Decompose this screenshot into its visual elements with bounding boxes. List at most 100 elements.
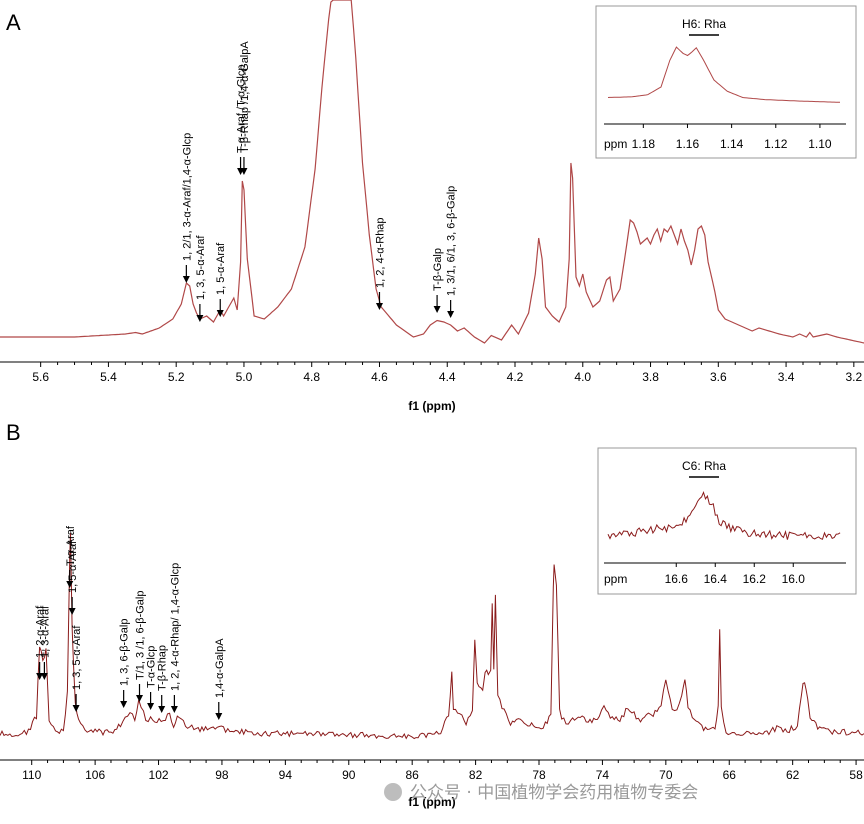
- x-tick-label: 86: [406, 768, 420, 782]
- x-tick-label: 98: [215, 768, 229, 782]
- x-tick-label: 102: [149, 768, 169, 782]
- x-tick-label: 90: [342, 768, 356, 782]
- arrow-head: [433, 306, 441, 313]
- wechat-icon: [384, 783, 402, 801]
- x-tick-label: 4.6: [371, 370, 388, 384]
- peak-annotation: T-α-Araf: [65, 525, 77, 588]
- annotation-label: 1, 2-α-Araf: [35, 605, 47, 658]
- inset-tick-label: 16.2: [743, 572, 767, 586]
- arrow-head: [170, 706, 178, 713]
- panel-label-a: A: [6, 10, 21, 35]
- x-ticks-a: 5.6 5.4 5.2 5.0 4.8 4.6 4.4 4.2 4.0 3.8 3.6 3.4 3.2: [32, 362, 862, 384]
- arrow-head: [120, 701, 128, 708]
- annotation-label: 1, 3, 6-β-Galp: [119, 619, 131, 686]
- annotation-label: T/1, 3 /1, 6-β-Galp: [135, 591, 147, 680]
- peak-annotation: 1, 2/1, 3-α-Araf/1,4-α-Glcp: [181, 133, 193, 283]
- arrow-head: [447, 311, 455, 318]
- inset-tick-label: 1.16: [676, 137, 700, 151]
- peak-annotation: 1, 5-α-Araf: [215, 242, 227, 317]
- panel-a: A 5.6 5.4 5.2 5.0 4.8 4.6 4.4 4.2 4.0 3.8 3.6 3.4 3.…: [0, 0, 864, 413]
- annotation-label: 1, 2, 4-α-Rhap: [374, 217, 386, 288]
- peak-annotation: 1, 2, 4-α-Rhap/ 1,4-α-Glcp: [169, 563, 181, 713]
- arrow-head: [182, 276, 190, 283]
- arrow-head: [240, 168, 248, 175]
- peak-annotation: T-α-Araf /T-α-Glcp: [236, 65, 248, 175]
- annotation-label: T-α-Araf /T-α-Glcp: [236, 65, 248, 153]
- x-tick-label: 106: [85, 768, 105, 782]
- inset-line: [607, 490, 841, 540]
- x-tick-label: 110: [22, 768, 41, 782]
- inset-tick-label: 16.6: [665, 572, 689, 586]
- peak-annotation: T-β-Rhap: [157, 645, 169, 713]
- annotation-label: 1, 2/1, 3-α-Araf/1,4-α-Glcp: [181, 133, 193, 261]
- annotation-label: 1,4-α-GalpA: [214, 638, 226, 698]
- x-tick-label: 3.6: [710, 370, 727, 384]
- peak-annotation: 1, 3, 6-β-Galp: [119, 619, 131, 708]
- x-tick-label: 5.4: [100, 370, 117, 384]
- h1-spectrum: [0, 0, 864, 344]
- inset-ticks-b: 16.6 16.4 16.2 16.0: [665, 563, 806, 586]
- panel-label-b: B: [6, 420, 21, 445]
- x-tick-label: 4.0: [574, 370, 591, 384]
- x-tick-label: 94: [279, 768, 293, 782]
- x-tick-label: 3.8: [642, 370, 659, 384]
- inset-tick-label: 1.10: [808, 137, 832, 151]
- peak-annotation: T-β-Rhap /1,4-α-GalpA: [239, 41, 251, 175]
- watermark: 公众号 · 中国植物学会药用植物专委会: [384, 783, 698, 803]
- peak-annotation: 1, 3, 5-α-Araf: [195, 235, 207, 322]
- inset-tick-label: 1.18: [632, 137, 656, 151]
- arrow-head: [216, 310, 224, 317]
- peak-annotation: 1, 3/1, 6/1, 3, 6-β-Galp: [446, 186, 458, 318]
- annotation-label: 1, 2, 4-α-Rhap/ 1,4-α-Glcp: [169, 563, 181, 691]
- inset-spectrum-a: [607, 46, 840, 103]
- x-tick-label: 82: [469, 768, 483, 782]
- peak-annotation: 1, 5-α-Araf: [67, 540, 79, 615]
- x-tick-label: 3.2: [845, 370, 862, 384]
- arrow-head: [40, 673, 48, 680]
- arrow-head: [36, 673, 44, 680]
- inset-tick-label: 1.14: [720, 137, 744, 151]
- inset-a: H6: Rha ppm 1.18 1.16 1.14 1.12 1.10: [595, 5, 857, 159]
- x-tick-label: 5.2: [168, 370, 185, 384]
- inset-title-b: C6: Rha: [682, 459, 726, 473]
- arrow-head: [196, 315, 204, 322]
- peak-annotation: 1, 2-α-Araf: [35, 605, 47, 680]
- arrow-head: [158, 706, 166, 713]
- x-tick-label: 4.8: [303, 370, 320, 384]
- peak-annotation: 1, 2, 4-α-Rhap: [374, 217, 386, 310]
- x-tick-label: 4.4: [439, 370, 456, 384]
- x-tick-label: 62: [786, 768, 800, 782]
- c13-spectrum: [0, 532, 864, 740]
- arrow-head: [215, 713, 223, 720]
- inset-unit-a: ppm: [604, 137, 627, 151]
- annotation-label: 1, 3, 5-α-Araf: [71, 625, 83, 690]
- annotation-label: T-β-Galp: [432, 248, 444, 291]
- arrow-head: [147, 703, 155, 710]
- annotation-label: 1, 3, 5-α-Araf: [195, 235, 207, 300]
- annotation-label: T-α-Glcp: [146, 646, 158, 688]
- inset-title-a: H6: Rha: [682, 17, 726, 31]
- inset-tick-label: 16.0: [782, 572, 806, 586]
- inset-line: [607, 46, 840, 103]
- inset-unit-b: ppm: [604, 572, 627, 586]
- x-tick-label: 58: [849, 768, 863, 782]
- spectrum-line: [0, 532, 864, 740]
- annotation-label: 1, 5-α-Araf: [215, 242, 227, 295]
- annotation-label: T-β-Rhap /1,4-α-GalpA: [239, 41, 251, 153]
- x-tick-label: 70: [659, 768, 673, 782]
- x-ticks-b: 110 106 102 98 94 90 86 82 78 74 70 66 62 58: [22, 760, 863, 782]
- peak-annotation: 1, 3-α-Araf: [39, 605, 51, 680]
- arrow-head: [136, 695, 144, 702]
- x-tick-label: 4.2: [507, 370, 524, 384]
- x-tick-label: 74: [596, 768, 610, 782]
- arrow-head: [72, 705, 80, 712]
- x-axis-label-a: f1 (ppm): [408, 399, 455, 413]
- peak-annotation: T-β-Galp: [432, 248, 444, 313]
- inset-frame-a: [595, 5, 857, 159]
- x-tick-label: 78: [532, 768, 546, 782]
- inset-ticks-a: 1.18 1.16 1.14 1.12 1.10: [632, 124, 832, 151]
- x-tick-label: 5.6: [32, 370, 49, 384]
